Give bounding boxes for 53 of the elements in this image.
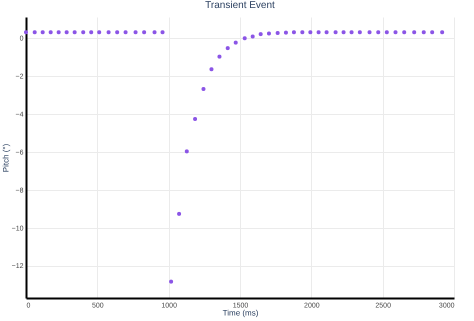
point: [48, 30, 53, 34]
point: [316, 30, 321, 34]
point: [142, 30, 146, 34]
point: [97, 30, 102, 34]
point: [242, 36, 247, 40]
point: [177, 212, 182, 216]
point: [266, 32, 271, 36]
point: [376, 30, 380, 34]
point: [209, 67, 214, 72]
y-axis-title: Pitch (°): [2, 143, 11, 172]
point: [226, 46, 230, 50]
point: [250, 34, 255, 39]
point: [81, 30, 86, 34]
point: [394, 30, 398, 34]
point: [342, 30, 346, 34]
point: [89, 30, 94, 34]
point: [234, 40, 238, 45]
point: [292, 30, 296, 34]
point: [106, 30, 111, 34]
point: [412, 30, 416, 34]
point: [193, 116, 198, 121]
point: [276, 30, 280, 35]
point: [152, 30, 157, 34]
point: [134, 30, 138, 34]
point: [32, 30, 37, 34]
point: [430, 30, 434, 34]
point: [334, 30, 338, 34]
x-axis-title: Time (ms): [222, 308, 259, 318]
point: [308, 30, 312, 34]
point: [64, 30, 69, 34]
point: [300, 30, 304, 34]
point: [422, 30, 426, 34]
point: [72, 30, 77, 34]
point: [440, 30, 444, 34]
point: [160, 30, 165, 34]
point: [56, 30, 61, 34]
point: [40, 30, 45, 34]
point: [24, 30, 28, 34]
point: [169, 280, 174, 284]
point: [368, 30, 372, 34]
point: [384, 30, 389, 34]
point: [402, 30, 406, 34]
point: [358, 30, 362, 34]
point: [284, 30, 288, 35]
point: [201, 86, 206, 91]
point: [324, 30, 329, 34]
point: [124, 30, 128, 34]
chart-title: Transient Event: [205, 0, 276, 11]
point: [258, 32, 263, 36]
point: [184, 149, 189, 154]
point: [115, 30, 120, 34]
point: [350, 30, 354, 34]
point: [217, 54, 222, 59]
